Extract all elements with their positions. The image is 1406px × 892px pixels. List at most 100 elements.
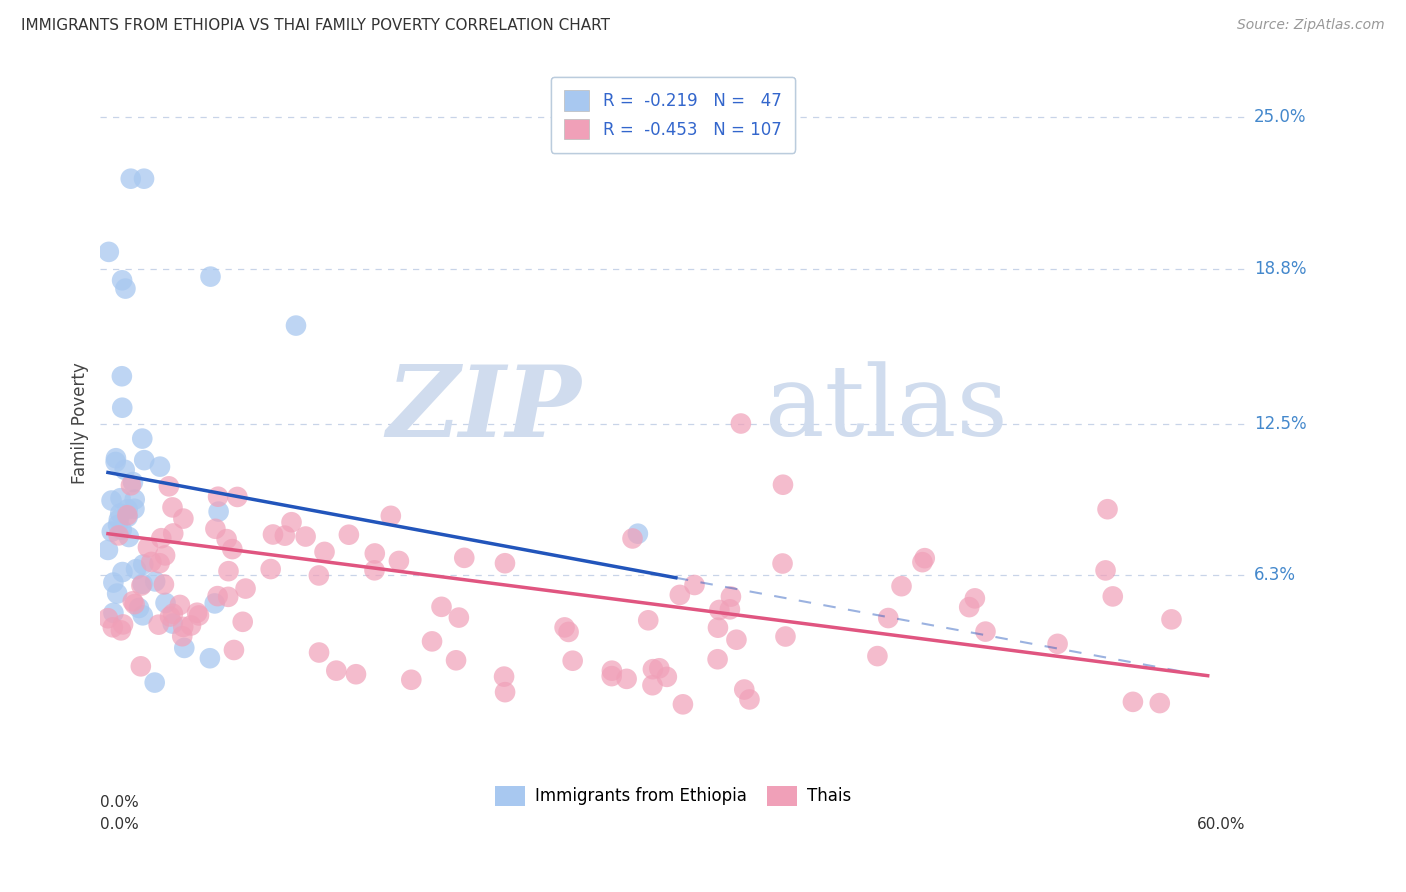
Point <box>641 678 664 692</box>
Point <box>148 556 170 570</box>
Point <box>914 551 936 566</box>
Point <box>1122 695 1144 709</box>
Point <box>1097 502 1119 516</box>
Point <box>733 682 755 697</box>
Text: 0.0%: 0.0% <box>100 817 139 832</box>
Point <box>447 610 470 624</box>
Point <box>204 522 226 536</box>
Text: IMMIGRANTS FROM ETHIOPIA VS THAI FAMILY POVERTY CORRELATION CHART: IMMIGRANTS FROM ETHIOPIA VS THAI FAMILY … <box>21 18 610 33</box>
Point <box>125 562 148 576</box>
Point <box>720 590 742 604</box>
Point <box>141 555 163 569</box>
Point <box>117 509 139 524</box>
Point <box>162 607 184 621</box>
Point <box>122 475 145 489</box>
Point <box>117 502 139 516</box>
Point <box>103 606 125 620</box>
Y-axis label: Family Poverty: Family Poverty <box>72 363 89 484</box>
Point <box>1094 563 1116 577</box>
Point <box>707 621 730 635</box>
Point <box>337 527 360 541</box>
Point <box>957 600 980 615</box>
Text: 18.8%: 18.8% <box>1254 260 1306 278</box>
Point <box>218 564 240 578</box>
Point <box>155 596 177 610</box>
Point <box>600 669 623 683</box>
Point <box>285 318 308 333</box>
Point <box>114 463 136 477</box>
Point <box>280 515 302 529</box>
Text: 12.5%: 12.5% <box>1254 415 1306 433</box>
Point <box>709 603 731 617</box>
Point <box>131 432 153 446</box>
Point <box>683 578 706 592</box>
Point <box>162 500 184 515</box>
Point <box>314 545 336 559</box>
Point <box>215 532 238 546</box>
Text: 60.0%: 60.0% <box>1197 817 1246 832</box>
Point <box>143 675 166 690</box>
Point <box>561 654 583 668</box>
Point <box>207 490 229 504</box>
Point <box>132 558 155 572</box>
Point <box>308 568 330 582</box>
Point <box>232 615 254 629</box>
Point <box>494 685 516 699</box>
Point <box>111 273 134 287</box>
Point <box>188 608 211 623</box>
Point <box>453 550 475 565</box>
Point <box>153 577 176 591</box>
Point <box>124 501 146 516</box>
Point <box>260 562 283 576</box>
Point <box>274 528 297 542</box>
Point <box>162 526 184 541</box>
Point <box>124 597 146 611</box>
Point <box>110 507 132 521</box>
Point <box>103 575 125 590</box>
Point <box>204 596 226 610</box>
Point <box>772 477 794 491</box>
Point <box>200 269 222 284</box>
Point <box>706 652 728 666</box>
Text: 25.0%: 25.0% <box>1254 109 1306 127</box>
Point <box>730 417 752 431</box>
Point <box>100 493 122 508</box>
Point <box>772 557 794 571</box>
Text: ZIP: ZIP <box>387 361 582 458</box>
Point <box>1149 696 1171 710</box>
Point <box>159 609 181 624</box>
Point <box>172 620 194 634</box>
Point <box>110 491 132 505</box>
Point <box>97 244 120 259</box>
Point <box>198 651 221 665</box>
Point <box>153 549 176 563</box>
Point <box>207 505 229 519</box>
Point <box>420 634 443 648</box>
Point <box>131 577 153 591</box>
Point <box>494 670 516 684</box>
Point <box>222 643 245 657</box>
Point <box>162 616 184 631</box>
Point <box>325 664 347 678</box>
Text: atlas: atlas <box>765 361 1007 458</box>
Point <box>112 617 135 632</box>
Point <box>124 492 146 507</box>
Point <box>157 479 180 493</box>
Point <box>557 624 579 639</box>
Point <box>172 511 194 525</box>
Point <box>388 554 411 568</box>
Point <box>111 565 134 579</box>
Point <box>121 594 143 608</box>
Point <box>101 524 124 539</box>
Point <box>725 632 748 647</box>
Point <box>600 664 623 678</box>
Point <box>104 451 127 466</box>
Point <box>621 532 644 546</box>
Point <box>110 624 132 638</box>
Point <box>120 478 142 492</box>
Point <box>131 578 153 592</box>
Point <box>890 579 912 593</box>
Point <box>129 659 152 673</box>
Point <box>1046 637 1069 651</box>
Point <box>1101 590 1123 604</box>
